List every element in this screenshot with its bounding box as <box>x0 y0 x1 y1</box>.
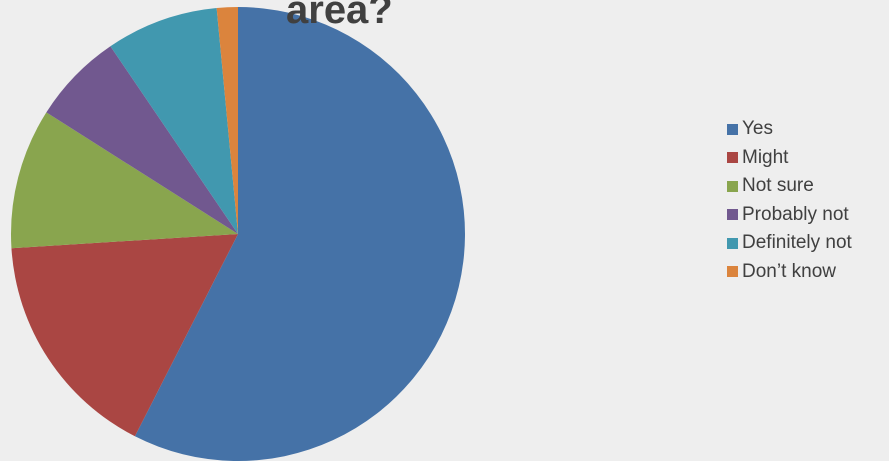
legend-item: Yes <box>727 115 852 144</box>
legend: Yes Might Not sure Probably not Definitely n… <box>727 115 852 286</box>
pie-slice-might <box>11 234 239 437</box>
legend-label: Yes <box>742 118 773 140</box>
pie-slice-not-sure <box>11 112 239 249</box>
legend-swatch <box>727 123 738 135</box>
legend-item: Might <box>727 144 852 173</box>
legend-item: Don’t know <box>727 258 852 287</box>
legend-label: Probably not <box>742 203 849 225</box>
pie-slice-yes <box>134 7 465 461</box>
legend-swatch <box>727 180 738 192</box>
pie-slice-probably-not <box>46 46 239 234</box>
legend-label: Might <box>742 146 789 168</box>
legend-item: Definitely not <box>727 229 852 258</box>
chart-title: area? <box>286 0 393 32</box>
legend-swatch <box>727 209 738 221</box>
legend-item: Probably not <box>727 201 852 230</box>
legend-label: Definitely not <box>742 232 852 254</box>
legend-label: Don’t know <box>742 260 836 282</box>
legend-swatch <box>727 237 738 249</box>
pie-slice-don-t-know <box>216 7 238 234</box>
pie-slice-definitely-not <box>110 8 238 235</box>
legend-item: Not sure <box>727 172 852 201</box>
legend-swatch <box>727 152 738 164</box>
legend-label: Not sure <box>742 175 814 197</box>
legend-swatch <box>727 266 738 278</box>
